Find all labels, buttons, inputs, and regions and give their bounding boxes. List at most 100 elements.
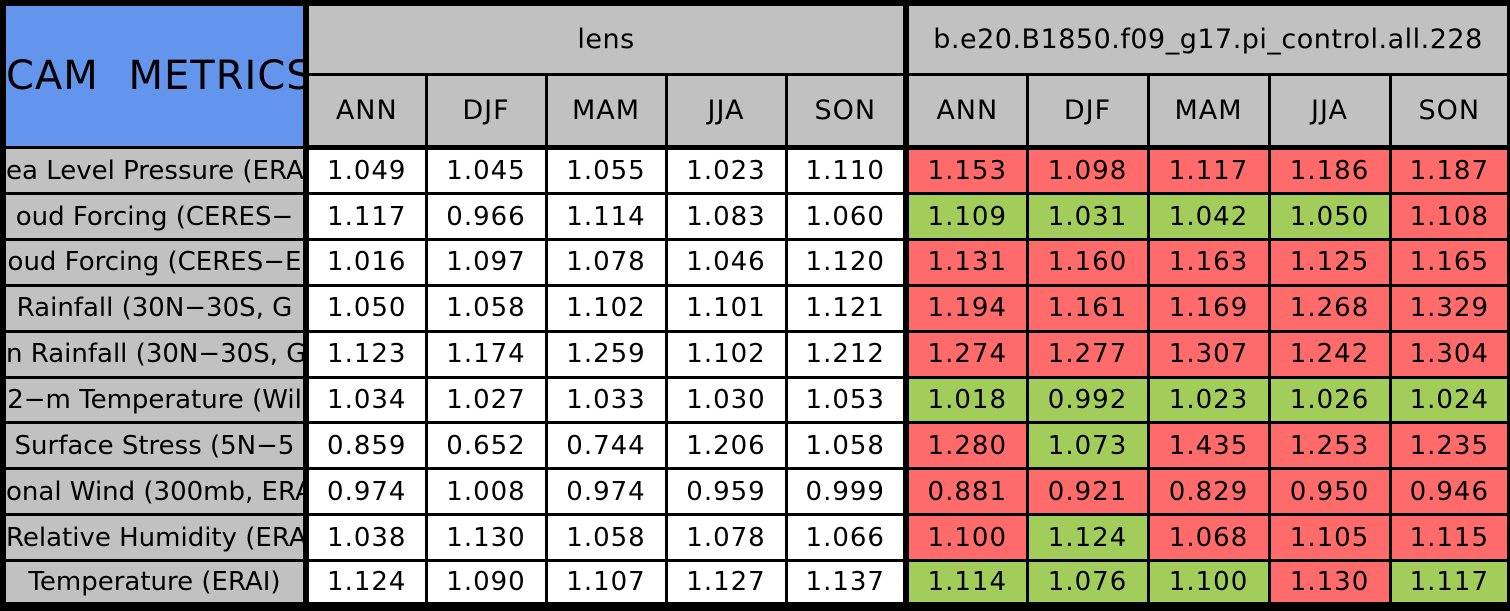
value-cell: 1.120 (784, 237, 908, 287)
value-cell: 1.050 (303, 283, 428, 333)
value-cell: 1.033 (544, 375, 668, 425)
value-cell: 1.435 (1146, 421, 1271, 471)
value-cell: 1.242 (1267, 329, 1392, 379)
value-cell: 1.206 (664, 421, 788, 471)
value-cell: 1.274 (903, 329, 1029, 379)
value-cell: 1.090 (424, 558, 548, 609)
group-header-control: b.e20.B1850.f09_g17.pi_control.all.228 (903, 1, 1510, 76)
value-cell: 1.031 (1025, 192, 1150, 241)
value-cell: 1.045 (424, 146, 548, 196)
value-cell: 1.098 (1025, 146, 1150, 196)
value-cell: 1.125 (1267, 237, 1392, 287)
table-row: Rainfall (30N−30S, G 1.050 1.058 1.102 1… (1, 283, 1510, 333)
season-header-ann: ANN (903, 72, 1029, 151)
value-cell: 1.117 (1146, 146, 1271, 196)
season-header-djf: DJF (424, 72, 548, 151)
value-cell: 1.055 (544, 146, 668, 196)
value-cell: 1.108 (1388, 192, 1510, 241)
value-cell: 0.652 (424, 421, 548, 471)
value-cell: 1.101 (664, 283, 788, 333)
value-cell: 1.212 (784, 329, 908, 379)
table-row: ea Level Pressure (ERA 1.049 1.045 1.055… (1, 146, 1510, 196)
value-cell: 0.829 (1146, 467, 1271, 517)
value-cell: 0.974 (544, 467, 668, 517)
value-cell: 1.058 (544, 513, 668, 562)
value-cell: 1.187 (1388, 146, 1510, 196)
value-cell: 1.161 (1025, 283, 1150, 333)
value-cell: 1.127 (664, 558, 788, 609)
value-cell: 1.174 (424, 329, 548, 379)
value-cell: 0.999 (784, 467, 908, 517)
value-cell: 0.974 (303, 467, 428, 517)
season-header-son: SON (784, 72, 908, 151)
value-cell: 0.992 (1025, 375, 1150, 425)
value-cell: 1.083 (664, 192, 788, 241)
value-cell: 1.307 (1146, 329, 1271, 379)
metric-label: Relative Humidity (ERAI (1, 513, 308, 562)
value-cell: 1.027 (424, 375, 548, 425)
table-row: Relative Humidity (ERAI 1.038 1.130 1.05… (1, 513, 1510, 562)
value-cell: 1.235 (1388, 421, 1510, 471)
table-title: CAM METRICS (1, 1, 308, 150)
value-cell: 0.744 (544, 421, 668, 471)
value-cell: 0.966 (424, 192, 548, 241)
value-cell: 1.026 (1267, 375, 1392, 425)
value-cell: 1.114 (903, 558, 1029, 609)
value-cell: 1.163 (1146, 237, 1271, 287)
value-cell: 1.109 (903, 192, 1029, 241)
value-cell: 1.169 (1146, 283, 1271, 333)
value-cell: 0.859 (303, 421, 428, 471)
value-cell: 1.124 (1025, 513, 1150, 562)
metric-label: Rainfall (30N−30S, G (1, 283, 308, 333)
value-cell: 1.038 (303, 513, 428, 562)
value-cell: 1.121 (784, 283, 908, 333)
value-cell: 1.304 (1388, 329, 1510, 379)
metric-label: onal Wind (300mb, ERA (1, 467, 308, 517)
value-cell: 1.049 (303, 146, 428, 196)
value-cell: 0.921 (1025, 467, 1150, 517)
value-cell: 1.160 (1025, 237, 1150, 287)
table-row: 2−m Temperature (Wil 1.034 1.027 1.033 1… (1, 375, 1510, 425)
value-cell: 1.024 (1388, 375, 1510, 425)
value-cell: 0.881 (903, 467, 1029, 517)
group-header-row: CAM METRICS lens b.e20.B1850.f09_g17.pi_… (1, 1, 1510, 150)
value-cell: 1.078 (544, 237, 668, 287)
season-header-jja: JJA (664, 72, 788, 151)
value-cell: 1.253 (1267, 421, 1392, 471)
value-cell: 1.137 (784, 558, 908, 609)
value-cell: 1.186 (1267, 146, 1392, 196)
value-cell: 1.280 (903, 421, 1029, 471)
metric-label: ea Level Pressure (ERA (1, 146, 308, 196)
table-row: Temperature (ERAI) 1.124 1.090 1.107 1.1… (1, 558, 1510, 609)
value-cell: 1.100 (903, 513, 1029, 562)
value-cell: 1.194 (903, 283, 1029, 333)
value-cell: 1.102 (544, 283, 668, 333)
value-cell: 1.034 (303, 375, 428, 425)
metric-label: oud Forcing (CERES− (1, 192, 308, 241)
value-cell: 1.023 (664, 146, 788, 196)
value-cell: 1.066 (784, 513, 908, 562)
value-cell: 1.123 (303, 329, 428, 379)
metric-label: oud Forcing (CERES−E (1, 237, 308, 287)
metric-label: Temperature (ERAI) (1, 558, 308, 609)
value-cell: 1.053 (784, 375, 908, 425)
season-header-mam: MAM (1146, 72, 1271, 151)
value-cell: 1.030 (664, 375, 788, 425)
value-cell: 1.078 (664, 513, 788, 562)
metric-label: Surface Stress (5N−5 (1, 421, 308, 471)
value-cell: 1.016 (303, 237, 428, 287)
table-row: oud Forcing (CERES− 1.117 0.966 1.114 1.… (1, 192, 1510, 241)
value-cell: 1.165 (1388, 237, 1510, 287)
value-cell: 0.950 (1267, 467, 1392, 517)
value-cell: 1.110 (784, 146, 908, 196)
value-cell: 1.131 (903, 237, 1029, 287)
value-cell: 1.042 (1146, 192, 1271, 241)
value-cell: 1.050 (1267, 192, 1392, 241)
group-header-lens: lens (302, 1, 908, 76)
value-cell: 1.060 (784, 192, 908, 241)
table-row: n Rainfall (30N−30S, G 1.123 1.174 1.259… (1, 329, 1510, 379)
value-cell: 1.115 (1388, 513, 1510, 562)
value-cell: 1.058 (784, 421, 908, 471)
